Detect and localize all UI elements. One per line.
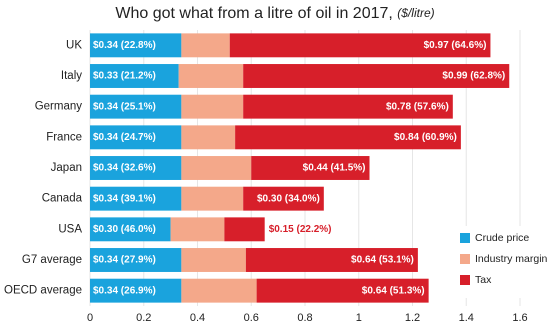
bar-segment bbox=[251, 156, 370, 180]
y-tick-label: OECD average bbox=[4, 285, 82, 297]
y-tick-label: G7 average bbox=[22, 254, 82, 266]
value-label: $0.34 (39.1%) bbox=[93, 193, 156, 204]
title-main: Who got what from a litre of oil in 2017… bbox=[115, 5, 392, 22]
bar-segment bbox=[229, 33, 491, 58]
bar-segment bbox=[181, 278, 257, 303]
legend-label: Tax bbox=[475, 274, 492, 286]
value-label: $0.34 (24.7%) bbox=[93, 132, 156, 143]
bar-segment bbox=[256, 278, 429, 303]
bar-segment bbox=[181, 33, 230, 58]
bar-segment bbox=[181, 94, 244, 119]
bar-segment bbox=[178, 64, 244, 88]
legend-box bbox=[455, 226, 547, 298]
x-tick-label: 1.6 bbox=[512, 312, 527, 324]
bar-segment bbox=[181, 125, 236, 150]
bar-segment bbox=[90, 125, 182, 150]
legend-swatch bbox=[460, 275, 470, 285]
value-label: $0.84 (60.9%) bbox=[394, 132, 457, 143]
x-tick-label: 1.4 bbox=[459, 312, 474, 324]
bar-segment bbox=[90, 248, 182, 272]
value-label: $0.64 (51.3%) bbox=[362, 285, 425, 296]
x-tick-label: 0.6 bbox=[244, 312, 259, 324]
x-tick-label: 0 bbox=[87, 312, 93, 324]
chart-title: Who got what from a litre of oil in 2017… bbox=[115, 5, 434, 22]
bar-segment bbox=[181, 156, 252, 180]
value-label: $0.78 (57.6%) bbox=[386, 101, 449, 112]
bar-segment bbox=[90, 217, 171, 242]
value-label: $0.99 (62.8%) bbox=[442, 71, 505, 82]
bar-segment bbox=[181, 248, 246, 272]
value-label: $0.15 (22.2%) bbox=[269, 224, 332, 235]
bar-segment bbox=[243, 186, 324, 211]
value-label: $0.34 (27.9%) bbox=[93, 255, 156, 266]
bar-segment bbox=[243, 94, 453, 119]
y-tick-label: UK bbox=[66, 39, 82, 51]
title-unit: ($/litre) bbox=[397, 6, 434, 20]
y-tick-label: Germany bbox=[35, 101, 83, 113]
legend-swatch bbox=[460, 254, 470, 264]
bar-segment bbox=[90, 33, 182, 58]
value-label: $0.44 (41.5%) bbox=[303, 163, 366, 174]
bar-segment bbox=[224, 217, 265, 242]
bar-segment bbox=[90, 64, 179, 88]
bar-segment bbox=[235, 125, 461, 150]
value-label: $0.34 (22.8%) bbox=[93, 40, 156, 51]
bar-segment bbox=[90, 156, 182, 180]
bar-segment bbox=[90, 278, 182, 303]
bar-segment bbox=[90, 186, 182, 211]
value-label: $0.34 (26.9%) bbox=[93, 285, 156, 296]
bar-segment bbox=[245, 248, 418, 272]
legend-swatch bbox=[460, 233, 470, 243]
bar-segment bbox=[181, 186, 244, 211]
bar-segment bbox=[90, 94, 182, 119]
x-tick-label: 0.8 bbox=[297, 312, 312, 324]
value-label: $0.34 (25.1%) bbox=[93, 101, 156, 112]
x-tick-label: 1 bbox=[356, 312, 362, 324]
legend-label: Industry margin bbox=[475, 253, 548, 265]
bar-segment bbox=[243, 64, 510, 88]
value-label: $0.64 (53.1%) bbox=[351, 255, 414, 266]
value-label: $0.34 (32.6%) bbox=[93, 163, 156, 174]
value-label: $0.33 (21.2%) bbox=[93, 71, 156, 82]
y-tick-label: USA bbox=[58, 223, 82, 235]
x-tick-label: 0.2 bbox=[136, 312, 151, 324]
y-tick-label: France bbox=[46, 131, 82, 143]
legend-label: Crude price bbox=[475, 232, 529, 244]
y-tick-label: Canada bbox=[42, 193, 83, 205]
value-label: $0.30 (46.0%) bbox=[93, 224, 156, 235]
value-label: $0.97 (64.6%) bbox=[424, 40, 487, 51]
bar-segment bbox=[170, 217, 225, 242]
y-tick-label: Italy bbox=[61, 70, 82, 82]
x-tick-label: 0.4 bbox=[190, 312, 205, 324]
y-tick-label: Japan bbox=[51, 162, 82, 174]
value-label: $0.30 (34.0%) bbox=[257, 193, 320, 204]
x-tick-label: 1.2 bbox=[405, 312, 420, 324]
